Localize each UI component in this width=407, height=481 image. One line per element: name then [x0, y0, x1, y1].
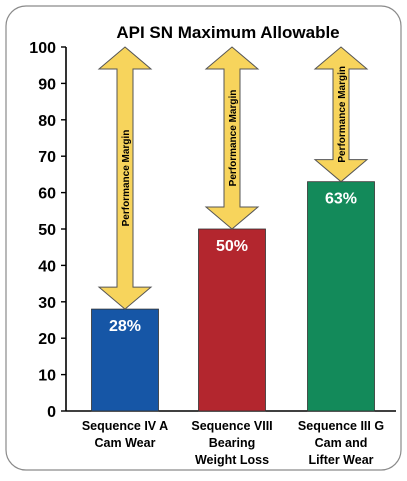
y-tick-label: 10: [38, 368, 56, 385]
bar-value-label: 63%: [325, 191, 357, 208]
x-category-label: Sequence VIII: [191, 419, 272, 433]
performance-margin-arrow: [204, 46, 260, 230]
x-category-label: Cam and: [315, 436, 368, 450]
bars-group: [91, 181, 375, 412]
bar: [307, 181, 375, 412]
labels-group: 28% Performance Margin Sequence IV A Cam We…: [82, 66, 384, 467]
bar: [91, 308, 159, 412]
y-tick-label: 100: [29, 40, 56, 57]
y-tick-label: 0: [47, 404, 56, 421]
y-tick-label: 80: [38, 113, 56, 130]
bar-value-label: 28%: [109, 318, 141, 335]
y-tick-label: 60: [38, 186, 56, 203]
y-tick-label: 30: [38, 295, 56, 312]
performance-margin-arrow: [313, 46, 369, 183]
chart-title: API SN Maximum Allowable: [116, 23, 339, 42]
performance-margin-arrow: [97, 46, 153, 310]
arrows-group: [97, 46, 369, 310]
performance-margin-label: Performance Margin: [121, 130, 132, 227]
x-category-label: Sequence III G: [298, 419, 384, 433]
y-tick-label: 70: [38, 149, 56, 166]
y-tick-label: 50: [38, 222, 56, 239]
x-category-label: Weight Loss: [195, 453, 269, 467]
y-tick-label: 20: [38, 331, 56, 348]
performance-margin-label: Performance Margin: [228, 90, 239, 187]
x-category-label: Bearing: [209, 436, 256, 450]
x-category-label: Sequence IV A: [82, 419, 168, 433]
x-category-label: Cam Wear: [95, 436, 156, 450]
bar-value-label: 50%: [216, 238, 248, 255]
y-tick-label: 40: [38, 258, 56, 275]
y-tick-label: 90: [38, 76, 56, 93]
x-category-label: Lifter Wear: [308, 453, 373, 467]
bar: [198, 228, 266, 412]
performance-margin-label: Performance Margin: [337, 66, 348, 163]
